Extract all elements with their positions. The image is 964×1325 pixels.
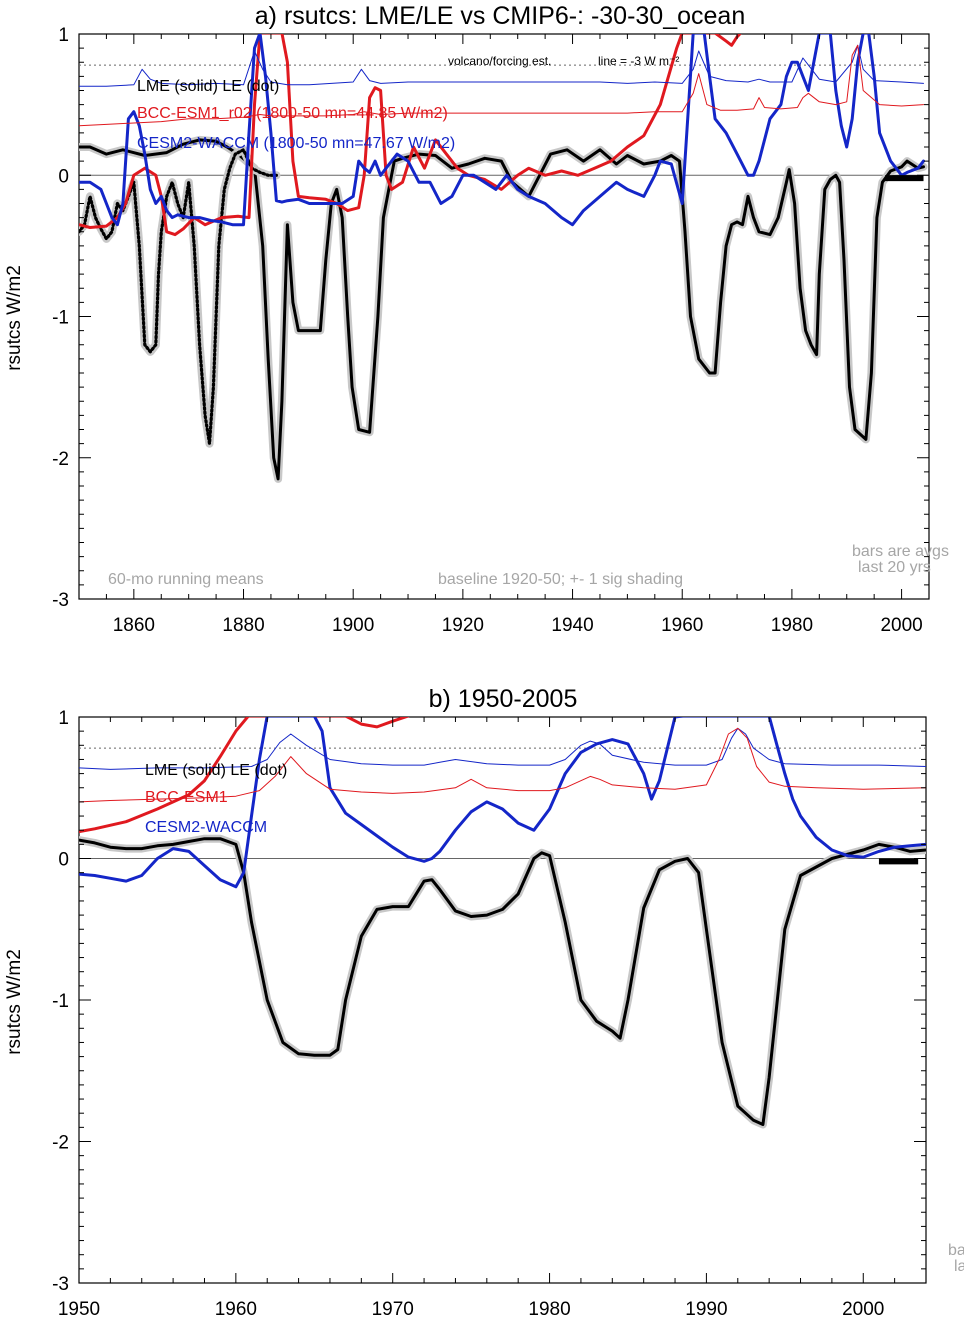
x-tick-label: 1940 xyxy=(551,615,593,636)
note-baseline: baseline 1920-50; +- 1 sig shading xyxy=(438,571,683,588)
x-tick-label: 1970 xyxy=(372,1299,414,1320)
note-bars-line-2: last 20 yrs xyxy=(858,559,931,576)
series-cesm2-waccm xyxy=(79,34,925,227)
legend-b-cesm: CESM2-WACCM xyxy=(145,819,267,836)
panel-a-title: a) rsutcs: LME/LE vs CMIP6-: -30-30_ocea… xyxy=(255,2,745,30)
x-tick-label: 1960 xyxy=(215,1299,257,1320)
panel-b-ticks: 1950 1960 1970 1980 1990 2000 -3 -2 -1 0 1 xyxy=(52,708,927,1320)
legend-a-bcc: BCC-ESM1_r02 (1800-50 mn=44.85 W/m2) xyxy=(137,105,448,122)
panel-a-series xyxy=(79,34,928,483)
x-tick-label: 1880 xyxy=(222,615,264,636)
series-bcc-esm1-forcing xyxy=(79,727,926,803)
note-running-means: 60-mo running means xyxy=(108,571,264,588)
legend-b-bcc: BCC-ESM1 xyxy=(145,789,228,806)
y-tick-label: 1 xyxy=(58,708,69,729)
series-cesm2-waccm-forcing xyxy=(79,727,926,770)
series-lme xyxy=(79,837,926,1126)
x-tick-label: 1980 xyxy=(771,615,813,636)
x-tick-label: 1920 xyxy=(442,615,484,636)
x-tick-label: 2000 xyxy=(842,1299,884,1320)
legend-b-lme-le: LME (solid) LE (dot) xyxy=(145,762,287,779)
note-bars-b-line-1: ba xyxy=(948,1242,964,1259)
series-lme xyxy=(79,138,925,481)
x-tick-label: 1960 xyxy=(661,615,703,636)
series-bcc-esm1-forcing xyxy=(79,44,924,127)
series-bcc-esm1 xyxy=(79,717,410,834)
panel-a: a) rsutcs: LME/LE vs CMIP6-: -30-30_ocea… xyxy=(4,2,949,636)
y-tick-label: -3 xyxy=(52,590,69,611)
note-bars-line-1: bars are avgs xyxy=(852,543,949,560)
forcing-label: volcano/forcing est. xyxy=(448,54,551,68)
x-tick-label: 2000 xyxy=(880,615,922,636)
legend-a-cesm: CESM2-WACCM (1800-50 mn=47.67 W/m2) xyxy=(137,135,455,152)
x-tick-label: 1980 xyxy=(528,1299,570,1320)
forcing-line-label: line = -3 W m⁻² xyxy=(598,54,679,68)
panel-b-title: b) 1950-2005 xyxy=(429,685,578,713)
panel-b-ylabel: rsutcs W/m2 xyxy=(4,949,25,1055)
y-tick-label: -1 xyxy=(52,991,69,1012)
panel-a-ticks: 1860 1880 1900 1920 1940 1960 1980 2000 -3 -2 -1 0 1 xyxy=(52,25,930,636)
y-tick-label: 0 xyxy=(58,850,69,871)
y-tick-label: -2 xyxy=(52,449,69,470)
note-bars-b-line-2: la xyxy=(954,1258,964,1275)
y-tick-label: -2 xyxy=(52,1133,69,1154)
panel-a-ylabel: rsutcs W/m2 xyxy=(4,265,25,371)
series-bcc-esm1 xyxy=(79,34,742,237)
x-tick-label: 1990 xyxy=(685,1299,727,1320)
x-tick-label: 1950 xyxy=(58,1299,100,1320)
y-tick-label: -3 xyxy=(52,1274,69,1295)
panel-b: b) 1950-2005 rsutcs W/m2 1950 1960 1970 198… xyxy=(4,685,964,1320)
y-tick-label: 1 xyxy=(58,25,69,46)
y-tick-label: 0 xyxy=(58,166,69,187)
panel-b-series xyxy=(79,717,926,1129)
x-tick-label: 1900 xyxy=(332,615,374,636)
legend-a-lme-le: LME (solid) LE (dot) xyxy=(137,78,279,95)
x-tick-label: 1860 xyxy=(113,615,155,636)
series-le xyxy=(79,148,278,446)
series-cesm2-waccm xyxy=(79,717,926,889)
series-cesm2-waccm-forcing xyxy=(79,44,924,87)
y-tick-label: -1 xyxy=(52,308,69,329)
